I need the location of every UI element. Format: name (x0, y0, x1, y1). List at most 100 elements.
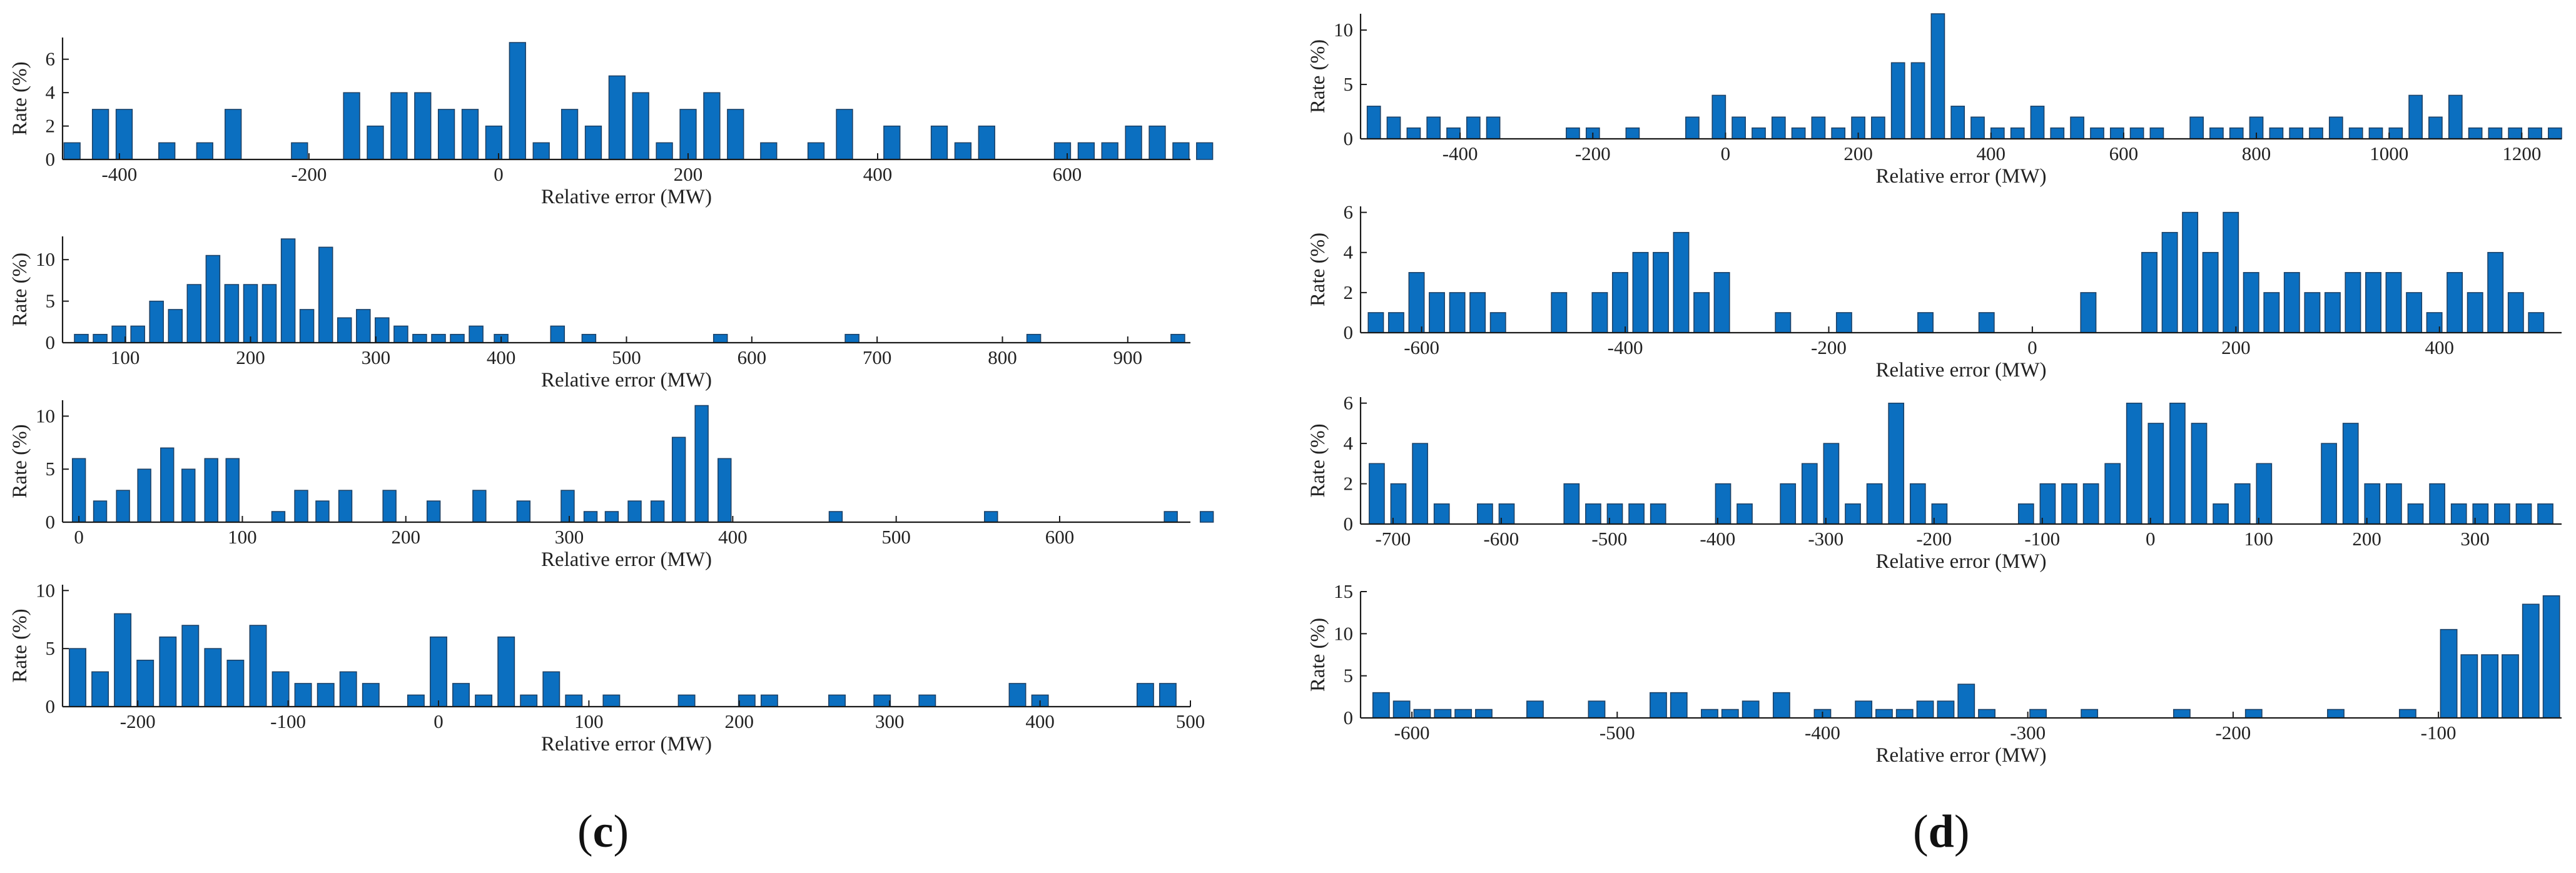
bar-d1-21 (1910, 62, 1925, 139)
x-tick-label-c4-1: -100 (270, 710, 306, 732)
x-tick-label-c1-1: -200 (292, 163, 327, 185)
bar-d3-16 (1845, 503, 1861, 525)
y-tick-label-d3-3: 6 (1344, 392, 1354, 414)
x-tick-label-d3-7: 0 (2146, 528, 2156, 550)
bar-c3-24 (828, 511, 843, 523)
bar-d3-23 (2061, 483, 2077, 525)
y-tick-label-d3-2: 4 (1344, 432, 1354, 454)
x-tick-label-c4-4: 200 (725, 710, 754, 732)
bar-d1-43 (2368, 127, 2383, 139)
x-tick-label-c2-3: 400 (487, 346, 516, 368)
x-tick-label-c4-5: 300 (875, 710, 905, 732)
chart-c1: -400 -200 0 200 400 600 0 2 4 6 Relative error (MW… (9, 38, 1214, 208)
bar-d2-9 (1611, 272, 1628, 333)
bar-d1-26 (2010, 127, 2025, 139)
x-tick-label-c2-1: 200 (236, 346, 265, 368)
y-tick-label-d2-1: 2 (1344, 281, 1354, 303)
bar-d2-37 (2487, 251, 2504, 333)
x-tick-label-c4-7: 500 (1176, 710, 1205, 732)
bar-c3-6 (204, 458, 218, 523)
bar-d3-36 (2386, 483, 2402, 525)
bar-c1-8 (367, 125, 384, 160)
bar-c2-15 (356, 309, 371, 343)
bar-d3-21 (2017, 503, 2034, 525)
bar-d1-5 (1466, 116, 1481, 139)
bar-c2-5 (168, 309, 183, 343)
bar-c3-25 (984, 511, 998, 523)
bar-d1-28 (2050, 127, 2065, 139)
bar-c1-10 (414, 92, 432, 160)
bar-d1-14 (1771, 116, 1786, 139)
bar-d3-35 (2364, 483, 2381, 525)
bar-d3-9 (1628, 503, 1645, 525)
bar-d1-16 (1811, 116, 1826, 139)
bar-c4-6 (204, 648, 222, 707)
bar-c4-16 (452, 683, 470, 707)
bar-d4-15 (1855, 700, 1873, 719)
bar-c1-36 (1172, 142, 1190, 160)
bar-d3-7 (1585, 503, 1601, 525)
bar-c3-19 (627, 500, 642, 523)
bar-c2-25 (712, 333, 728, 343)
bar-c4-26 (828, 694, 846, 707)
bar-d2-35 (2447, 272, 2463, 333)
bar-d1-51 (2528, 127, 2542, 139)
bar-c2-12 (299, 309, 315, 343)
bar-c2-2 (111, 325, 126, 343)
bar-d2-39 (2528, 312, 2545, 333)
bar-d2-3 (1429, 292, 1445, 333)
x-axis-title-c1: Relative error (MW) (541, 186, 712, 208)
x-tick-label-c3-1: 100 (228, 526, 257, 548)
bar-c1-24 (760, 142, 778, 160)
bar-d4-19 (1937, 700, 1955, 719)
x-tick-label-d4-5: -100 (2421, 722, 2457, 744)
x-tick-label-d3-2: -500 (1591, 528, 1627, 550)
bar-c2-4 (149, 300, 164, 343)
bar-d1-17 (1831, 127, 1846, 139)
bar-d2-16 (1835, 312, 1852, 333)
bar-c3-11 (338, 490, 353, 523)
x-tick-label-c4-2: 0 (434, 710, 444, 732)
bar-c3-18 (604, 511, 619, 523)
bar-c3-26 (1164, 511, 1178, 523)
y-axis-title-c1: Rate (%) (9, 61, 31, 135)
y-axis-title-c2: Rate (%) (9, 253, 31, 326)
bar-d4-5 (1475, 709, 1493, 719)
bar-d2-25 (2243, 272, 2259, 333)
bar-c2-18 (412, 333, 427, 343)
bar-d2-12 (1673, 231, 1690, 333)
bar-d4-18 (1916, 700, 1934, 719)
bar-d1-23 (1950, 106, 1965, 139)
x-tick-label-c3-3: 300 (555, 526, 584, 548)
bar-c2-9 (243, 284, 258, 343)
bar-c1-23 (727, 109, 744, 160)
bar-d1-35 (2209, 127, 2224, 139)
bar-d3-30 (2213, 503, 2229, 525)
bar-c1-3 (158, 142, 176, 160)
bar-c2-6 (186, 284, 202, 343)
x-tick-label-c2-4: 500 (612, 346, 641, 368)
x-tick-label-d3-0: -700 (1375, 528, 1411, 550)
chart-d1: -400 -200 0 200 400 600 800 1000 1200 0 5 10 Relativ… (1307, 13, 2562, 188)
bar-c4-11 (317, 683, 335, 707)
bar-c2-7 (205, 255, 221, 343)
bar-d2-33 (2406, 292, 2423, 333)
bar-d2-32 (2385, 272, 2402, 333)
bar-c1-11 (437, 109, 455, 160)
bar-c4-15 (430, 636, 447, 707)
x-tick-label-d3-8: 100 (2244, 528, 2273, 550)
y-tick-label-c2-1: 5 (46, 290, 56, 312)
bar-d3-4 (1477, 503, 1493, 525)
x-tick-label-d2-3: 0 (2027, 336, 2037, 358)
bar-d3-17 (1866, 483, 1883, 525)
bar-c1-9 (390, 92, 408, 160)
bar-c3-2 (116, 490, 130, 523)
bar-c4-5 (181, 625, 200, 707)
bar-c1-31 (1053, 142, 1072, 160)
bar-d4-28 (2440, 628, 2458, 719)
y-tick-label-d4-3: 15 (1334, 580, 1353, 602)
bar-d1-1 (1386, 116, 1401, 139)
bar-c3-21 (671, 436, 686, 523)
bar-c4-24 (738, 694, 756, 707)
